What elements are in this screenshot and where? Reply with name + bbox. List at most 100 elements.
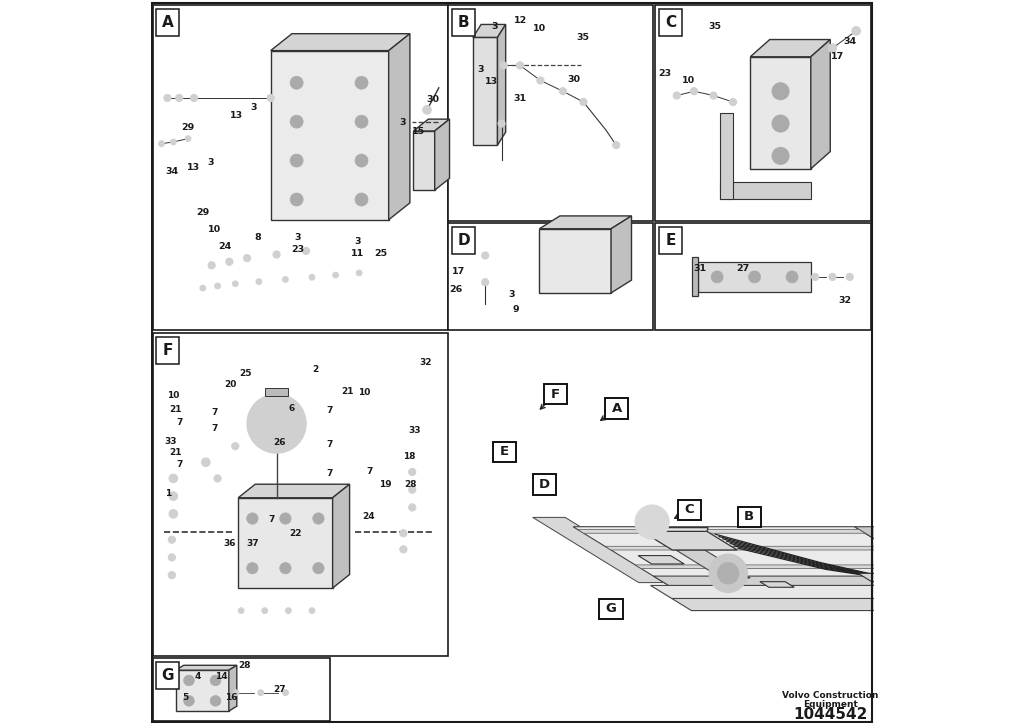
Text: 30: 30 [567, 75, 581, 84]
Circle shape [280, 562, 291, 574]
Text: 6: 6 [289, 404, 295, 413]
Circle shape [409, 469, 416, 476]
Text: E: E [666, 234, 676, 248]
Circle shape [168, 554, 175, 561]
Polygon shape [642, 528, 708, 531]
Text: D: D [539, 478, 550, 491]
Polygon shape [858, 573, 900, 582]
Polygon shape [638, 555, 684, 564]
Text: 11: 11 [350, 249, 364, 258]
Text: 27: 27 [736, 265, 750, 273]
Circle shape [690, 87, 697, 95]
Circle shape [267, 95, 274, 102]
Text: 26: 26 [449, 285, 462, 294]
Circle shape [169, 474, 177, 483]
Circle shape [711, 271, 723, 283]
Text: 10: 10 [357, 388, 370, 397]
Polygon shape [176, 665, 237, 670]
Circle shape [208, 262, 215, 269]
Circle shape [233, 690, 239, 696]
Text: 20: 20 [224, 380, 237, 389]
Circle shape [772, 147, 790, 165]
Circle shape [286, 608, 291, 614]
Text: D: D [458, 234, 470, 248]
Text: 28: 28 [404, 480, 417, 489]
Polygon shape [270, 34, 410, 51]
Circle shape [244, 254, 251, 262]
Bar [153, 658, 330, 721]
Circle shape [232, 281, 239, 286]
Text: 10: 10 [532, 25, 546, 33]
Circle shape [309, 608, 314, 614]
Polygon shape [642, 531, 737, 550]
Polygon shape [473, 25, 506, 38]
Polygon shape [605, 547, 892, 550]
Text: 22: 22 [289, 529, 301, 538]
Bar [698, 262, 811, 292]
Polygon shape [532, 518, 671, 583]
Circle shape [215, 283, 220, 288]
Circle shape [247, 394, 306, 453]
Text: 13: 13 [484, 77, 498, 86]
Text: 23: 23 [658, 69, 672, 78]
Bar [737, 507, 761, 527]
Circle shape [231, 442, 239, 450]
Circle shape [283, 690, 289, 696]
Circle shape [635, 505, 669, 539]
Circle shape [185, 136, 190, 142]
Circle shape [170, 139, 176, 145]
Text: 7: 7 [327, 406, 333, 415]
Text: 5: 5 [182, 693, 188, 702]
Polygon shape [498, 25, 506, 145]
Circle shape [168, 571, 175, 578]
Polygon shape [578, 529, 865, 534]
Circle shape [239, 608, 244, 614]
Circle shape [355, 154, 368, 167]
Text: 13: 13 [186, 163, 200, 171]
Circle shape [190, 95, 198, 102]
Circle shape [852, 27, 860, 35]
Circle shape [290, 193, 303, 206]
Text: F: F [163, 343, 173, 358]
Circle shape [258, 690, 263, 696]
Polygon shape [635, 565, 923, 568]
Circle shape [159, 141, 165, 147]
Text: B: B [458, 15, 469, 30]
Polygon shape [176, 670, 228, 711]
Circle shape [673, 92, 680, 99]
Circle shape [772, 115, 790, 132]
Text: 7: 7 [211, 408, 217, 416]
Text: 35: 35 [708, 22, 721, 31]
Bar [720, 181, 811, 199]
Bar [157, 9, 179, 36]
Text: 30: 30 [426, 95, 439, 104]
Text: G: G [162, 668, 174, 683]
Text: 10: 10 [168, 391, 180, 400]
Text: 35: 35 [577, 33, 590, 42]
Text: 15: 15 [412, 127, 425, 136]
Circle shape [283, 276, 289, 282]
Circle shape [409, 486, 416, 493]
Text: 29: 29 [196, 208, 209, 217]
Circle shape [312, 513, 325, 524]
Text: 12: 12 [514, 16, 527, 25]
Bar [655, 223, 871, 330]
Polygon shape [611, 216, 632, 293]
Text: 24: 24 [362, 513, 375, 521]
Circle shape [500, 61, 507, 69]
Circle shape [786, 271, 798, 283]
Bar [720, 113, 733, 199]
Circle shape [559, 87, 566, 95]
Text: A: A [162, 15, 174, 30]
Circle shape [183, 696, 195, 706]
Bar [449, 223, 653, 330]
Text: 7: 7 [367, 467, 373, 476]
Text: B: B [744, 510, 755, 523]
Text: Volvo Construction: Volvo Construction [782, 691, 879, 700]
Polygon shape [239, 497, 333, 588]
Circle shape [312, 562, 325, 574]
Text: 37: 37 [247, 539, 259, 548]
Text: 7: 7 [176, 419, 182, 427]
Circle shape [164, 95, 171, 102]
Polygon shape [540, 216, 632, 228]
